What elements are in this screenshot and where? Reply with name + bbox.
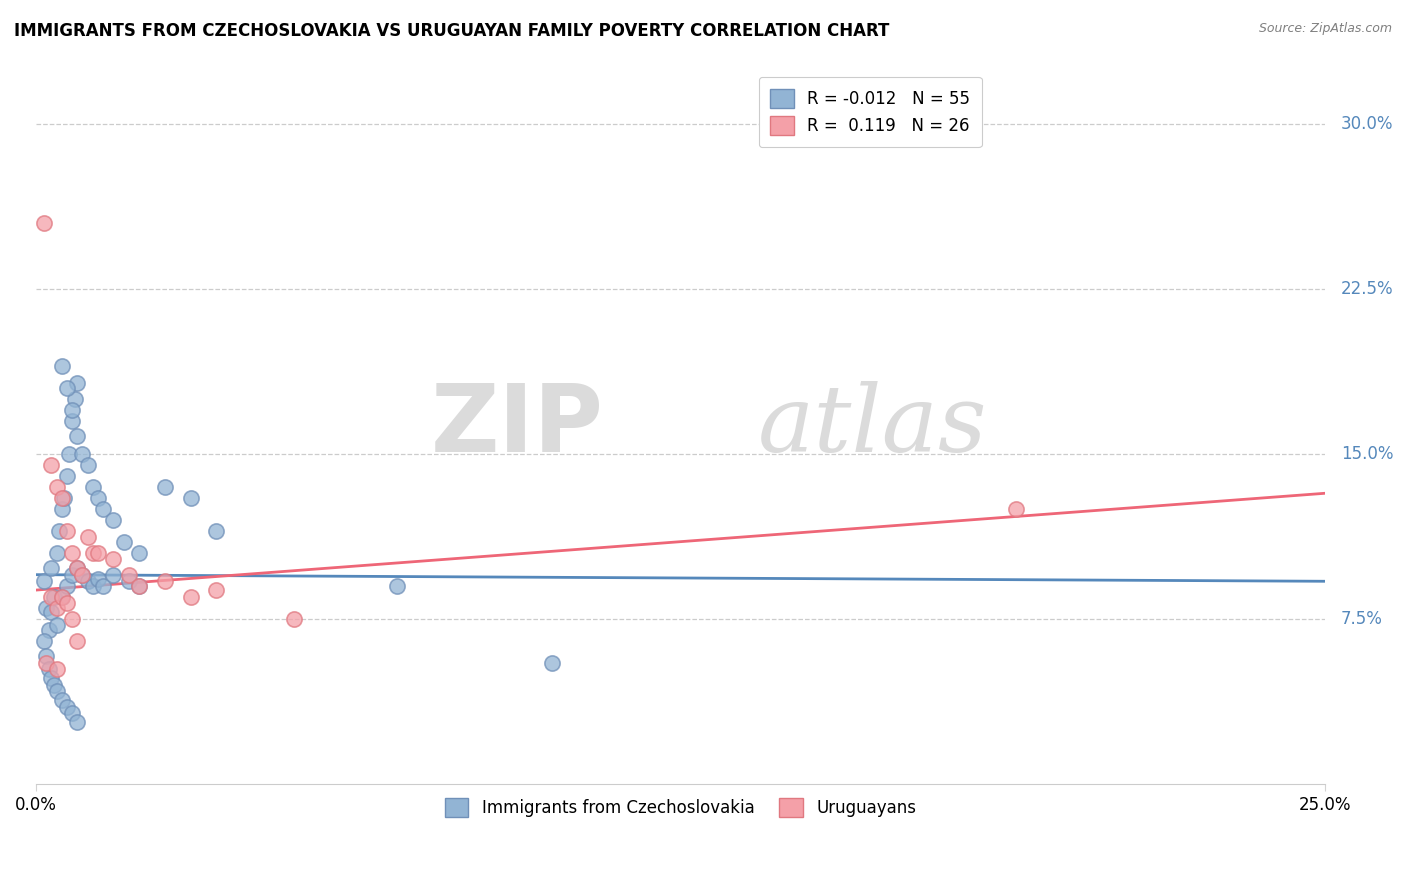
Point [35, 600, 58, 615]
Point [45, 480, 67, 494]
Point [66, 376, 89, 391]
Point [32, 574, 55, 589]
Point [51, 693, 73, 707]
Point [42, 678, 65, 692]
Point [41, 605, 63, 619]
Point [91, 501, 114, 516]
Point [45, 662, 67, 676]
Point [180, 491, 202, 505]
Point [103, 513, 125, 527]
Point [60, 706, 83, 721]
Point [118, 574, 141, 589]
Point [35, 656, 58, 670]
Point [205, 583, 228, 598]
Point [56, 596, 79, 610]
Point [118, 567, 141, 582]
Point [56, 524, 79, 538]
Point [38, 623, 60, 637]
Point [60, 567, 83, 582]
Point [153, 480, 176, 494]
Point [41, 458, 63, 472]
Point [87, 546, 110, 560]
Point [48, 524, 70, 538]
Point [60, 612, 83, 626]
Point [66, 429, 89, 443]
Text: Source: ZipAtlas.com: Source: ZipAtlas.com [1258, 22, 1392, 36]
Point [180, 590, 202, 604]
Point [60, 402, 83, 417]
Point [112, 534, 135, 549]
Point [128, 579, 150, 593]
Point [540, 656, 562, 670]
Point [41, 671, 63, 685]
Point [283, 612, 305, 626]
Point [82, 480, 104, 494]
Point [41, 590, 63, 604]
Point [66, 561, 89, 575]
Point [53, 491, 76, 505]
Point [76, 458, 98, 472]
Point [51, 590, 73, 604]
Point [45, 684, 67, 698]
Point [128, 579, 150, 593]
Point [51, 359, 73, 373]
Point [87, 572, 110, 586]
Text: ZIP: ZIP [430, 380, 603, 472]
Point [60, 414, 83, 428]
Point [56, 579, 79, 593]
Point [35, 649, 58, 664]
Point [385, 579, 408, 593]
Point [66, 715, 89, 730]
Point [91, 579, 114, 593]
Point [205, 524, 228, 538]
Point [45, 600, 67, 615]
Point [51, 501, 73, 516]
Text: 15.0%: 15.0% [1341, 444, 1393, 463]
Point [76, 574, 98, 589]
Point [76, 530, 98, 544]
Point [87, 491, 110, 505]
Text: 7.5%: 7.5% [1341, 610, 1382, 628]
Point [66, 561, 89, 575]
Legend: Immigrants from Czechoslovakia, Uruguayans: Immigrants from Czechoslovakia, Uruguaya… [437, 789, 925, 825]
Point [72, 567, 94, 582]
Text: 22.5%: 22.5% [1341, 279, 1393, 298]
Point [58, 447, 80, 461]
Point [56, 468, 79, 483]
Point [32, 633, 55, 648]
Point [103, 567, 125, 582]
Point [32, 216, 55, 230]
Point [72, 567, 94, 582]
Point [153, 574, 176, 589]
Text: 30.0%: 30.0% [1341, 114, 1393, 133]
Point [51, 590, 73, 604]
Point [56, 699, 79, 714]
Point [51, 491, 73, 505]
Text: IMMIGRANTS FROM CZECHOSLOVAKIA VS URUGUAYAN FAMILY POVERTY CORRELATION CHART: IMMIGRANTS FROM CZECHOSLOVAKIA VS URUGUA… [14, 22, 890, 40]
Point [45, 618, 67, 632]
Point [1005, 501, 1028, 516]
Point [63, 392, 86, 406]
Point [45, 546, 67, 560]
Point [82, 579, 104, 593]
Point [103, 552, 125, 566]
Point [42, 590, 65, 604]
Point [82, 546, 104, 560]
Point [41, 561, 63, 575]
Point [128, 546, 150, 560]
Point [56, 381, 79, 395]
Point [60, 546, 83, 560]
Point [66, 633, 89, 648]
Point [38, 662, 60, 676]
Point [72, 447, 94, 461]
Text: atlas: atlas [758, 381, 987, 471]
